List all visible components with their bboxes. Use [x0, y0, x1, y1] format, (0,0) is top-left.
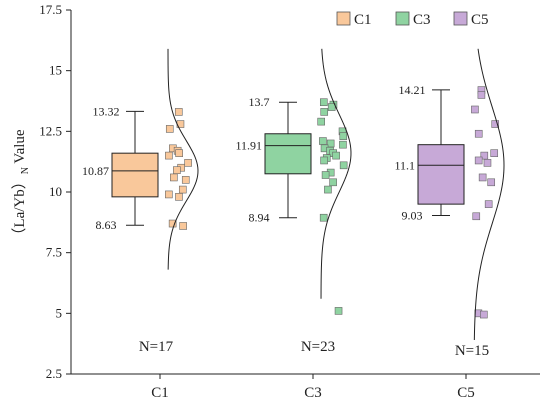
x-tick-label: C1 [151, 385, 169, 401]
legend-swatch [395, 11, 410, 26]
box [264, 133, 312, 175]
box [111, 152, 159, 198]
data-point [181, 176, 190, 184]
axes: 2.5 5 7.5 10 12.5 15 17.5 C1 C3 C5 [39, 2, 540, 401]
data-point [319, 98, 328, 107]
legend-label: C1 [354, 12, 372, 28]
data-point [484, 200, 493, 208]
data-point [324, 185, 332, 194]
y-tick-label: 15 [49, 63, 62, 78]
y-axis-title: （La/Yb）N Value [11, 129, 31, 243]
label-min: 8.94 [249, 211, 270, 225]
data-point [471, 105, 479, 114]
box [417, 144, 465, 205]
data-point [320, 108, 329, 116]
data-point [174, 108, 183, 116]
data-point [319, 137, 327, 145]
legend-swatch [336, 11, 351, 26]
legend: C1 C3 C5 [336, 11, 489, 28]
x-tick-label: C3 [304, 385, 322, 401]
label-max: 13.7 [249, 95, 270, 109]
x-tick-label: C5 [457, 385, 475, 401]
legend-item: C5 [453, 11, 489, 28]
data-point [327, 103, 336, 111]
data-point [483, 159, 492, 167]
label-min: 9.03 [402, 209, 423, 223]
label-max: 14.21 [399, 83, 426, 97]
data-point [472, 212, 481, 221]
data-point [474, 156, 483, 165]
data-point [175, 149, 183, 157]
data-point [178, 185, 187, 194]
label-min: 8.63 [96, 218, 117, 232]
group-c5: 14.21 11.1 9.03 N=15 [394, 48, 505, 359]
density-curve [473, 48, 505, 341]
label-median: 11.1 [394, 158, 415, 172]
data-point [165, 125, 174, 133]
data-point [339, 140, 347, 149]
label-median: 10.87 [82, 164, 109, 178]
data-point [173, 166, 181, 174]
label-median: 11.91 [235, 139, 262, 153]
data-point [477, 91, 486, 99]
data-point [175, 193, 183, 201]
data-point [491, 120, 500, 128]
y-tick-label: 2.5 [46, 366, 62, 381]
data-point [321, 171, 330, 179]
data-point [184, 159, 192, 167]
data-point [179, 222, 187, 230]
label-max: 13.32 [93, 104, 120, 118]
y-tick-label: 5 [56, 305, 63, 320]
data-point [480, 310, 488, 319]
data-point [332, 151, 340, 160]
data-point [490, 149, 499, 157]
data-point [165, 151, 173, 160]
count-label: N=17 [139, 339, 174, 355]
legend-label: C5 [471, 12, 489, 28]
legend-label: C3 [413, 12, 431, 28]
data-point [320, 156, 328, 165]
data-point [165, 190, 173, 199]
data-point [329, 178, 337, 187]
group-c1: 13.32 10.87 8.63 N=17 [82, 48, 199, 355]
data-point [334, 307, 343, 315]
data-point [487, 178, 496, 187]
y-tick-label: 17.5 [39, 2, 62, 17]
group-c3: 13.7 11.91 8.94 N=23 [235, 48, 352, 355]
y-axis-label: （La/Yb）N Value [11, 129, 31, 243]
y-tick-label: 7.5 [46, 245, 62, 260]
count-label: N=15 [455, 343, 489, 359]
data-point [339, 161, 348, 170]
data-point [478, 173, 487, 182]
legend-item: C1 [336, 11, 372, 28]
y-tick-label: 10 [49, 184, 62, 199]
data-point [168, 219, 177, 228]
data-point [474, 129, 483, 138]
plot-area: 13.32 10.87 8.63 N=17 13.7 11.91 8.94 N=23 14.21… [82, 48, 505, 359]
legend-item: C3 [395, 11, 431, 28]
density-curve [320, 48, 352, 299]
count-label: N=23 [301, 339, 335, 355]
data-point [319, 213, 328, 222]
data-point [317, 117, 326, 126]
data-point [339, 132, 348, 140]
y-tick-label: 12.5 [39, 123, 62, 138]
density-curve [167, 48, 199, 270]
data-point [170, 173, 178, 182]
legend-swatch [453, 11, 468, 26]
